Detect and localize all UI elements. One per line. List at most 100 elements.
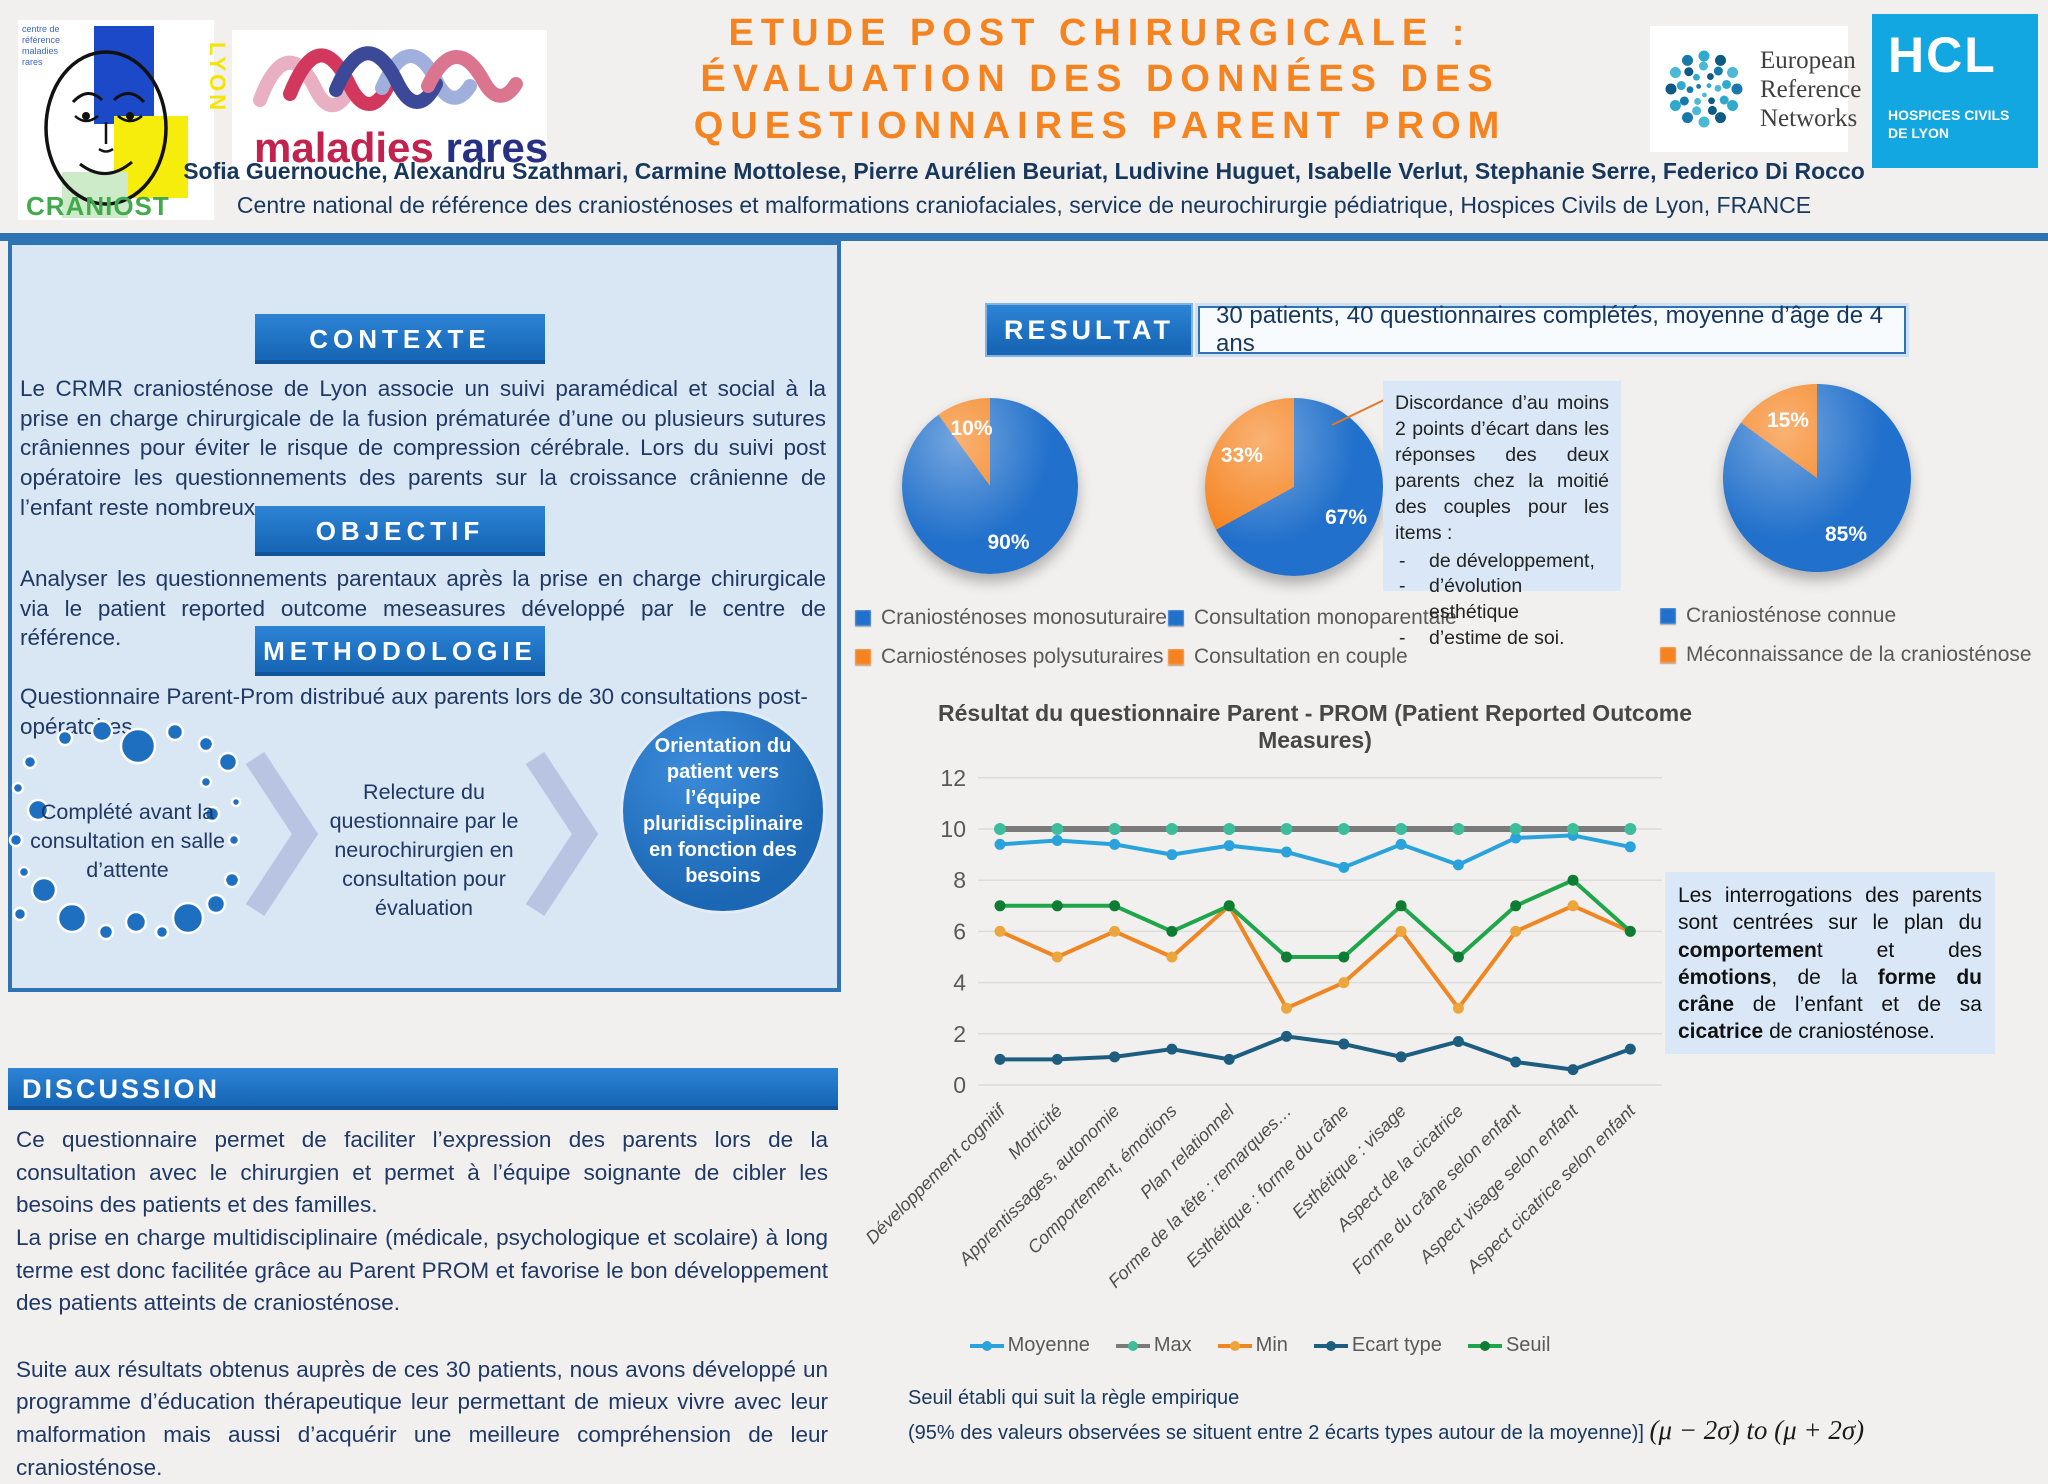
chart-legend-marker-icon: [1115, 1340, 1150, 1351]
ern-wordmark: European Reference Networks: [1760, 46, 1862, 132]
threshold-line-1: Seuil établi qui suit la règle empirique: [908, 1387, 1240, 1409]
pie-legend-suture-type: Craniosténoses monosuturaire Carniosténos…: [855, 606, 1185, 684]
chart-legend-marker-icon: [1313, 1340, 1348, 1351]
pie-chart-suture-type: 90% 10%: [902, 398, 1078, 574]
discussion-paragraph: La prise en charge multidisciplinaire (m…: [16, 1224, 828, 1316]
svg-text:4: 4: [953, 970, 966, 996]
poster-title: ETUDE POST CHIRURGICALE : ÉVALUATION DES…: [565, 10, 1635, 149]
craniost-logo: centre de référence maladies rares LYON …: [18, 20, 230, 221]
pie-legend-item: Craniosténose connue: [1660, 604, 2040, 628]
flow-step-3-circle: Orientation du patient vers l’équipe plu…: [620, 708, 826, 914]
contexte-heading: CONTEXTE: [255, 314, 545, 364]
discordance-item: d’évolution esthétique: [1395, 574, 1609, 626]
pie-legend-craniostenose-knowledge: Craniosténose connue Méconnaissance de la…: [1660, 604, 2040, 682]
chart-legend-label: Seuil: [1505, 1334, 1551, 1356]
hcl-acronym: HCL: [1888, 27, 1997, 83]
affiliation-line: Centre national de référence des cranios…: [236, 192, 1812, 218]
legend-swatch-icon: [1660, 608, 1676, 624]
discordance-text: Discordance d’au moins 2 points d’écart …: [1395, 392, 1609, 544]
pie-legend-consultation-type: Consultation monoparentale Consultation e…: [1168, 606, 1498, 684]
flow-step-2: Relecture du questionnaire par le neuroc…: [329, 780, 519, 921]
pie-legend-item: Craniosténoses monosuturaire: [855, 606, 1185, 630]
legend-label: Carniosténoses polysuturaires: [881, 645, 1164, 668]
resultat-summary: 30 patients, 40 questionnaires complétés…: [1198, 302, 1906, 357]
prom-chart-legend: Moyenne Max Min Ecart type Seuil: [920, 1334, 1600, 1357]
title-line-2: ÉVALUATION DES DONNÉES DES: [700, 58, 1500, 101]
svg-text:12: 12: [940, 765, 966, 791]
chart-legend-item: Max: [1115, 1334, 1192, 1357]
ern-spiral-icon: [1665, 50, 1743, 128]
chevron-right-icon: [525, 751, 599, 917]
dots-cluster-icon: [8, 719, 242, 941]
svg-text:6: 6: [953, 918, 966, 944]
svg-text:10: 10: [940, 816, 966, 842]
legend-swatch-icon: [855, 649, 871, 665]
svg-text:référence: référence: [22, 35, 60, 45]
chart-legend-label: Ecart type: [1351, 1334, 1442, 1356]
craniost-wordmark: CRANIOST: [26, 191, 170, 221]
pie-slice-label: 10%: [950, 417, 993, 441]
series-Max: [994, 823, 1637, 835]
objectif-heading: OBJECTIF: [255, 506, 545, 556]
maladies-rares-logo: maladies rares: [232, 30, 548, 180]
discordance-item: de développement,: [1395, 549, 1609, 575]
series-Moyenne: [994, 829, 1636, 873]
chart-legend-label: Moyenne: [1007, 1334, 1090, 1356]
pie-chart-consultation-type: 67% 33%: [1205, 398, 1383, 576]
interpretation-note: Les interrogations des parents sont cent…: [1665, 872, 1995, 1054]
rares-word: rares: [434, 124, 548, 171]
craniost-small-text: centre de: [22, 24, 60, 34]
discussion-heading: DISCUSSION: [8, 1068, 838, 1110]
discussion-paragraph: Suite aux résultats obtenus auprès de ce…: [16, 1356, 828, 1480]
authors-line: Sofia Guernouche, Alexandru Szathmari, C…: [183, 158, 1865, 184]
threshold-formula: (μ − 2σ) to (μ + 2σ): [1649, 1415, 1865, 1445]
pie-slice-label: 15%: [1766, 409, 1809, 433]
header: centre de référence maladies rares LYON …: [0, 0, 2048, 233]
legend-swatch-icon: [855, 610, 871, 626]
svg-text:0: 0: [953, 1072, 966, 1098]
discussion-body: Ce questionnaire permet de faciliter l’e…: [16, 1124, 828, 1484]
svg-text:maladies: maladies: [22, 46, 59, 56]
svg-text:8: 8: [953, 867, 966, 893]
pie-chart-craniostenose-knowledge: 85% 15%: [1723, 384, 1911, 572]
title-line-3: QUESTIONNAIRES PARENT PROM: [693, 104, 1507, 147]
resultat-heading: RESULTAT: [985, 303, 1193, 357]
hcl-subtitle: HOSPICES CIVILS DE LYON: [1888, 107, 2010, 142]
svg-text:2: 2: [953, 1021, 966, 1047]
chart-legend-item: Moyenne: [969, 1334, 1090, 1357]
pie-slice-label: 33%: [1220, 444, 1263, 468]
series-Ecart type: [994, 1030, 1636, 1076]
chevron-right-icon: [245, 751, 319, 917]
craniost-logo-icon: centre de référence maladies rares LYON …: [18, 20, 230, 221]
pie-legend-item: Consultation monoparentale: [1168, 606, 1498, 630]
chart-legend-item: Ecart type: [1313, 1334, 1442, 1357]
pie-legend-item: Consultation en couple: [1168, 645, 1498, 669]
methodologie-heading: METHODOLOGIE: [255, 626, 545, 676]
maladies-rares-waves-icon: maladies rares: [232, 30, 548, 180]
legend-swatch-icon: [1168, 649, 1184, 665]
discussion-paragraph: Ce questionnaire permet de faciliter l’e…: [16, 1127, 828, 1218]
title-line-1: ETUDE POST CHIRURGICALE :: [728, 12, 1472, 54]
craniost-lyon-label: LYON: [205, 42, 230, 113]
legend-label: Consultation monoparentale: [1194, 606, 1457, 629]
svg-text:maladies rares: maladies rares: [254, 124, 548, 171]
series-Min: [994, 900, 1636, 1014]
methodologie-body: Questionnaire Parent-Prom distribué aux …: [20, 684, 808, 739]
legend-label: Craniosténose connue: [1686, 604, 1897, 627]
prom-chart-title: Résultat du questionnaire Parent - PROM …: [938, 700, 1692, 753]
legend-label: Méconnaissance de la craniosténose: [1686, 643, 2032, 666]
chart-legend-marker-icon: [1217, 1340, 1252, 1351]
chart-legend-marker-icon: [969, 1340, 1004, 1351]
legend-label: Consultation en couple: [1194, 645, 1408, 668]
legend-swatch-icon: [1660, 647, 1676, 663]
maladies-word: maladies: [254, 124, 434, 171]
pie-slice-label: 90%: [987, 530, 1030, 554]
pie-legend-item: Carniosténoses polysuturaires: [855, 645, 1185, 669]
header-divider: [0, 233, 2048, 241]
discordance-leader-line: [1331, 398, 1387, 426]
svg-text:rares: rares: [22, 57, 43, 67]
discordance-item: d’estime de soi.: [1395, 626, 1609, 652]
series-Seuil: [994, 874, 1636, 963]
chart-legend-item: Seuil: [1467, 1334, 1551, 1357]
